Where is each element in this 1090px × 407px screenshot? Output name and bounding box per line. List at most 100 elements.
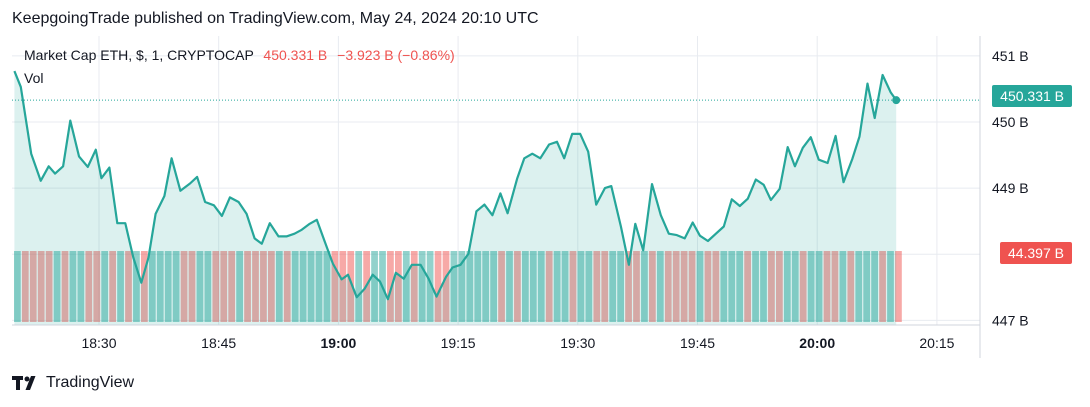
time-tick-label: 19:30 [560,335,595,351]
volume-bar [315,251,323,322]
volume-bar [14,251,21,322]
volume-bar [53,251,61,322]
volume-bar [871,251,878,322]
volume-bar [561,251,569,322]
brand-name: TradingView [46,374,135,391]
volume-bar [156,251,164,322]
volume-bar [529,251,537,322]
volume-bar [125,251,132,322]
volume-bar [474,251,482,322]
volume-bar [442,251,450,322]
volume-bar [799,251,807,322]
volume-bar [744,251,751,322]
volume-bar [855,251,863,322]
tradingview-brand[interactable]: TradingView [12,374,134,392]
volume-bar [244,251,251,322]
last-price-dot [892,96,901,105]
last-value: 450.331 B [263,47,328,63]
volume-bar [490,251,497,322]
volume-bar [791,251,799,322]
volume-bar [831,251,839,322]
volume-bar [101,251,109,322]
volume-bar [93,251,101,322]
volume-bar [148,251,156,322]
volume-bar [807,251,815,322]
tradingview-logo-icon [12,376,36,390]
volume-label[interactable]: Vol [24,70,44,86]
volume-bar [109,251,116,322]
volume-bar [593,251,601,322]
time-tick-label: 20:00 [799,335,835,351]
time-tick-label: 19:15 [441,335,476,351]
volume-bar [252,251,259,322]
volume-bar [577,251,585,322]
time-tick-label: 18:30 [81,335,116,351]
volume-bar [45,251,53,322]
price-badge: 450.331 B [992,85,1072,107]
volume-bar [633,251,640,322]
time-tick-label: 19:00 [320,335,356,351]
symbol-legend[interactable]: Market Cap ETH, $, 1, CRYPTOCAP 450.331 … [24,47,455,63]
volume-bar [688,251,696,322]
price-tick-label: 451 B [992,48,1029,64]
time-tick-label: 18:45 [201,335,236,351]
price-axis[interactable]: 451 B 450 B 449 B 447 B [992,48,1029,329]
volume-bar [498,251,505,322]
volume-bar [172,251,180,322]
volume-bar [339,251,347,322]
price-change: −3.923 B (−0.86%) [337,47,455,63]
volume-bar [506,251,513,322]
volume-bar [426,251,434,322]
volume-bar [347,251,355,322]
volume-bar [656,251,664,322]
volume-bar [212,251,220,322]
volume-bar [141,251,148,322]
volume-bar [704,251,712,322]
volume-bar [863,251,871,322]
volume-bar [879,251,886,322]
volume-bar [220,251,228,322]
volume-bar [299,251,307,322]
publisher-header: KeepgoingTrade published on TradingView.… [12,10,539,27]
volume-bar [180,251,188,322]
price-area-fill [14,71,897,325]
volume-bar [768,251,775,322]
volume-bar [569,251,577,322]
volume-bar [625,251,632,322]
volume-bar [728,251,736,322]
volume-bar [164,251,172,322]
volume-bar [617,251,624,322]
volume-bar [117,251,124,322]
volume-bar [434,251,442,322]
volume-bar [712,251,720,322]
volume-bar [783,251,791,322]
volume-bar [196,251,204,322]
volume-bar [61,251,69,322]
volume-bar [847,251,855,322]
price-tick-label: 450 B [992,114,1029,130]
volume-bar [815,251,823,322]
volume-bar [395,251,402,322]
volume-bar [268,251,275,322]
volume-bar [609,251,617,322]
volume-bar [402,251,410,322]
volume-bar [355,251,363,322]
volume-badge: 44.397 B [999,242,1072,264]
volume-bar [760,251,767,322]
volume-bar [736,251,744,322]
volume-bar [672,251,680,322]
price-tick-label: 449 B [992,180,1029,196]
volume-bar [680,251,688,322]
volume-bar [887,251,894,322]
volume-bar [537,251,545,322]
volume-bar [585,251,593,322]
volume-bar [133,251,140,322]
volume-bar [37,251,45,322]
volume-bar [387,251,394,322]
symbol-name[interactable]: Market Cap ETH, $, 1, CRYPTOCAP [24,47,254,63]
volume-bar [236,251,243,322]
time-axis[interactable]: 18:30 18:45 19:00 19:15 19:30 19:45 20:00 20:15 [81,335,954,351]
volume-bar [482,251,490,322]
volume-bar [696,251,704,322]
